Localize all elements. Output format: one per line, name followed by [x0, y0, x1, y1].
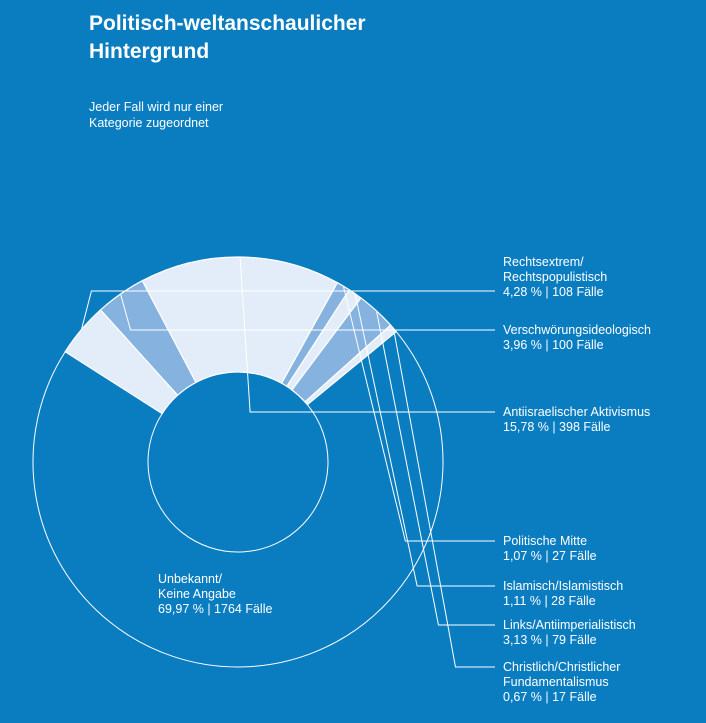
leader-lines: [80, 256, 495, 668]
slice-label: Antiisraelischer Aktivismus 15,78 % | 398…: [503, 405, 650, 434]
slice-label: Islamisch/Islamistisch 1,11 % | 28 Fälle: [503, 579, 623, 608]
slice-value-text: 3,96 % | 100 Fälle: [503, 338, 604, 352]
slice-name-text: Rechtsextrem/: [503, 255, 584, 269]
leader-line: [239, 256, 495, 413]
slice-label: Politische Mitte 1,07 % | 27 Fälle: [503, 534, 597, 563]
slice-name-text: Links/Antiimperialistisch: [503, 618, 636, 632]
slice-label-inside: Unbekannt/Keine Angabe 69,97 % | 1764 Fäl…: [158, 572, 272, 616]
leader-line: [80, 290, 495, 330]
slice-name-text: Rechtspopulistisch: [503, 270, 607, 284]
slice-value-text: 69,97 % | 1764 Fälle: [158, 602, 272, 616]
slice-label: Rechtsextrem/Rechtspopulistisch 4,28 % | …: [503, 255, 607, 299]
donut-slice: [32, 330, 444, 668]
leader-line: [375, 310, 495, 626]
slice-value-text: 0,67 % | 17 Fälle: [503, 690, 597, 704]
slice-value-text: 15,78 % | 398 Fälle: [503, 420, 611, 434]
leader-line: [392, 328, 495, 668]
slice-name-text: Antiisraelischer Aktivismus: [503, 405, 650, 419]
slice-name-text: Politische Mitte: [503, 534, 587, 548]
donut-slice: [141, 256, 339, 385]
slice-name-text: Unbekannt/: [158, 572, 222, 586]
chart-subtitle-line-1: Jeder Fall wird nur einer: [89, 100, 224, 114]
slice-name-text: Verschwörungsideologisch: [503, 323, 651, 337]
slice-name-text: Keine Angabe: [158, 587, 236, 601]
chart-subtitle: Jeder Fall wird nur einer Kategorie zuge…: [89, 99, 349, 131]
slice-value-text: 1,07 % | 27 Fälle: [503, 549, 597, 563]
slice-label: Links/Antiimperialistisch 3,13 % | 79 Fäl…: [503, 618, 636, 647]
chart-title-line-2: Hintergrund: [89, 40, 210, 63]
chart-title-line-1: Politisch-weltanschaulicher: [89, 12, 366, 35]
slice-name-text: Fundamentalismus: [503, 675, 609, 689]
chart-subtitle-line-2: Kategorie zugeordnet: [89, 116, 209, 130]
donut-slices: [32, 256, 444, 668]
leader-line: [342, 286, 495, 542]
leader-line: [120, 293, 495, 331]
slice-value-text: 4,28 % | 108 Fälle: [503, 285, 604, 299]
chart-title: Politisch-weltanschaulicher Hintergrund: [89, 10, 449, 66]
slice-labels: Rechtsextrem/Rechtspopulistisch 4,28 % | …: [158, 255, 651, 704]
slice-value-text: 1,11 % | 28 Fälle: [503, 594, 596, 608]
slice-label: Christlich/Christlicher Fundamentalismus 0…: [503, 660, 620, 704]
slice-label: Verschwörungsideologisch 3,96 % | 100 Fäl…: [503, 323, 651, 352]
slice-value-text: 3,13 % | 79 Fälle: [503, 633, 597, 647]
slice-name-text: Christlich/Christlicher: [503, 660, 620, 674]
leader-line: [354, 293, 495, 587]
slice-name-text: Islamisch/Islamistisch: [503, 579, 623, 593]
